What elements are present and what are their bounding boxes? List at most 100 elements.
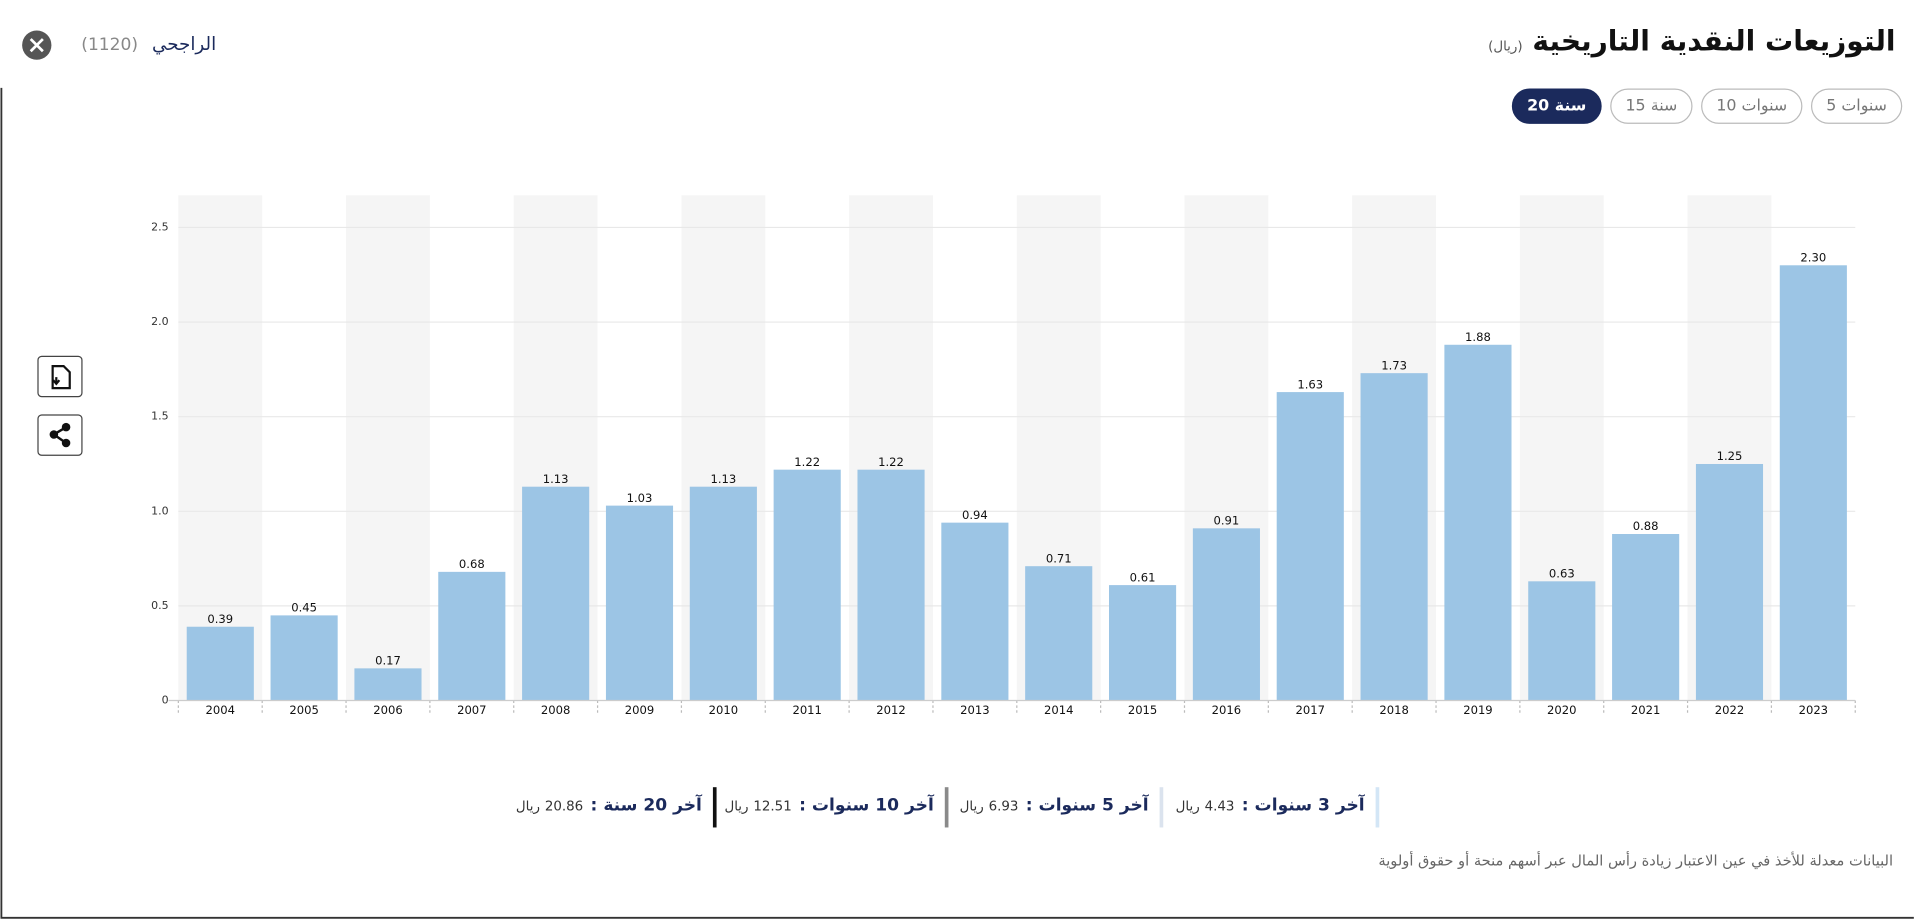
bar — [1444, 344, 1512, 701]
download-box[interactable] — [37, 355, 83, 398]
y-tick-label: 0 — [162, 694, 169, 707]
tab-label[interactable]: 20 سنة — [1527, 96, 1586, 115]
summary-unit: ريال — [960, 800, 984, 815]
share-button[interactable] — [37, 414, 83, 456]
x-tick-label: 2017 — [1296, 703, 1325, 717]
share-dot[interactable] — [61, 422, 71, 432]
y-tick-label: 2.5 — [151, 220, 168, 233]
x-tick-label: 2019 — [1463, 703, 1492, 717]
bar — [1612, 534, 1680, 701]
bar — [941, 522, 1009, 701]
bar — [186, 626, 254, 701]
tab-label[interactable]: 10 سنوات — [1716, 96, 1787, 116]
value-label: 1.13 — [710, 472, 736, 486]
x-tick-label: 2018 — [1379, 703, 1408, 717]
download-icon[interactable] — [51, 365, 71, 390]
bar — [1528, 581, 1596, 701]
summary-unit: ريال — [1176, 800, 1200, 815]
x-tick-label: 2013 — [960, 703, 989, 717]
footnote: البيانات معدلة للأخذ في عين الاعتبار زيا… — [1378, 851, 1893, 870]
bar — [522, 486, 590, 701]
bar — [605, 505, 674, 701]
value-label: 1.13 — [543, 472, 569, 486]
modal-frame — [0, 87, 1914, 919]
summary-unit: ريال — [516, 800, 540, 815]
x-tick-label: 2016 — [1212, 703, 1241, 717]
value-label: 0.39 — [207, 612, 233, 626]
bar — [1779, 265, 1847, 701]
value-label: 1.22 — [794, 455, 820, 469]
x-tick-label: 2023 — [1799, 703, 1828, 717]
bar — [1109, 585, 1177, 701]
bar — [689, 486, 757, 701]
x-tick-label: 2012 — [876, 703, 905, 717]
share-dot[interactable] — [61, 438, 71, 448]
bar — [1192, 528, 1260, 701]
tab[interactable] — [1511, 88, 1602, 124]
value-label: 2.30 — [1800, 250, 1826, 264]
x-tick-label: 2021 — [1631, 703, 1660, 717]
value-label: 0.17 — [375, 654, 401, 668]
x-tick-label: 2020 — [1547, 703, 1576, 717]
summary-value: 20.86 — [545, 800, 583, 815]
value-label: 0.45 — [291, 601, 317, 615]
bar — [270, 615, 338, 701]
value-label: 1.22 — [878, 455, 904, 469]
x-tick-label: 2011 — [792, 703, 821, 717]
x-tick-label: 2005 — [289, 703, 318, 717]
company-code: (1120) — [81, 35, 138, 55]
y-tick-label: 1.0 — [151, 504, 168, 517]
bar — [1025, 566, 1093, 701]
download-button[interactable] — [37, 355, 83, 398]
y-tick-label: 2.0 — [151, 315, 168, 328]
tab[interactable] — [1701, 88, 1803, 124]
title-unit: (ريال) — [1488, 39, 1522, 54]
x-tick-label: 2014 — [1044, 703, 1073, 717]
bar — [438, 571, 506, 701]
summary-label: آخر 10 سنوات : — [799, 793, 935, 815]
tab-label[interactable]: 15 سنة — [1625, 96, 1677, 115]
summary-label: آخر 5 سنوات : — [1026, 793, 1150, 815]
value-label: 1.25 — [1717, 449, 1743, 463]
share-dot[interactable] — [49, 430, 59, 439]
summary-label: آخر 3 سنوات : — [1242, 793, 1366, 815]
x-tick-label: 2010 — [709, 703, 738, 717]
value-label: 1.88 — [1465, 330, 1491, 344]
y-tick-label: 1.5 — [151, 410, 168, 423]
tab[interactable] — [1610, 88, 1693, 124]
close-button[interactable] — [22, 30, 52, 60]
summary-value: 12.51 — [753, 800, 791, 815]
value-label: 0.68 — [459, 557, 485, 571]
value-label: 0.71 — [1046, 551, 1072, 565]
column-shade — [346, 195, 430, 701]
title: التوزيعات النقدية التاريخية — [1532, 25, 1895, 58]
value-label: 1.73 — [1381, 358, 1407, 372]
summary-label: آخر 20 سنة : — [591, 793, 704, 815]
summary-value: 6.93 — [989, 800, 1019, 815]
summary-unit: ريال — [724, 800, 748, 815]
bar — [1695, 463, 1764, 701]
x-tick-label: 2015 — [1128, 703, 1157, 717]
bar — [857, 469, 925, 701]
value-label: 0.94 — [962, 508, 988, 522]
summary-marker — [712, 787, 717, 828]
x-tick-label: 2009 — [625, 703, 654, 717]
value-label: 0.91 — [1214, 514, 1240, 528]
summary-value: 4.43 — [1205, 800, 1235, 815]
summary-marker — [1375, 787, 1380, 828]
company-name[interactable]: الراجحي — [152, 34, 216, 55]
tab-label[interactable]: 5 سنوات — [1826, 96, 1887, 116]
share-box[interactable] — [37, 414, 83, 456]
x-tick-label: 2022 — [1715, 703, 1744, 717]
value-label: 0.88 — [1633, 519, 1659, 533]
value-label: 1.03 — [627, 491, 653, 505]
bar — [773, 469, 841, 701]
x-tick-label: 2007 — [457, 703, 486, 717]
summary-marker — [944, 787, 949, 828]
close-icon[interactable] — [29, 38, 44, 53]
y-tick-label: 0.5 — [151, 599, 168, 612]
tab[interactable] — [1810, 88, 1903, 124]
value-label: 1.63 — [1297, 377, 1323, 391]
